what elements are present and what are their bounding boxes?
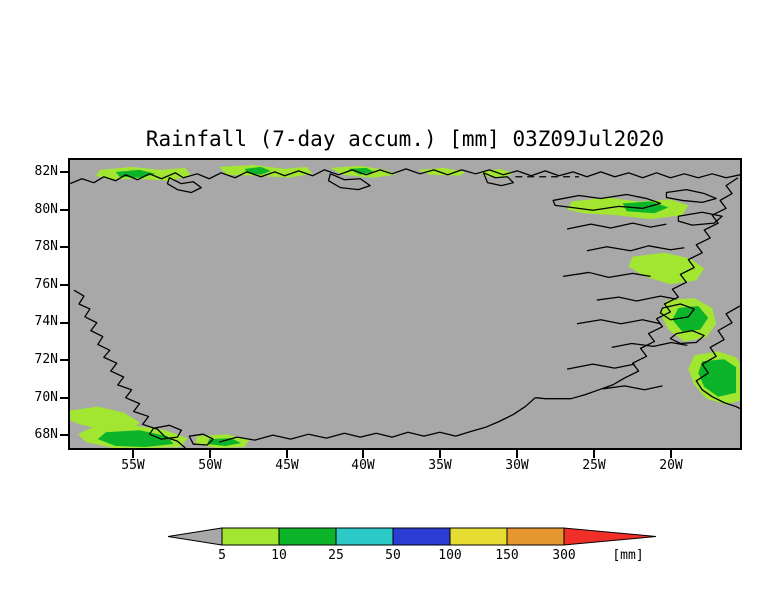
lon-label: 40W: [351, 458, 375, 473]
lat-label: 80N: [34, 202, 58, 217]
coastline-path: [602, 385, 663, 391]
coastline-path: [188, 433, 214, 446]
legend-tick-label: 10: [271, 548, 287, 563]
lon-label: 30W: [505, 458, 529, 473]
lat-label: 78N: [34, 239, 58, 254]
map-plot-area: [68, 158, 742, 450]
coastline-path: [552, 193, 662, 211]
colorbar-segment-1: [221, 527, 280, 546]
rain-patch-medium: [97, 430, 174, 448]
colorbar-arrow-high: [563, 527, 657, 546]
lon-label: 50W: [198, 458, 222, 473]
rain-patch-light: [417, 167, 466, 176]
coastline-path: [695, 305, 740, 410]
coastline-path: [586, 245, 685, 252]
rain-patches: [70, 164, 740, 448]
legend-tick-label: 100: [438, 548, 462, 563]
coastlines: [70, 168, 740, 448]
legend-tick-label: 50: [385, 548, 401, 563]
rain-patch-medium: [207, 438, 241, 447]
lat-tick: [60, 209, 68, 211]
coastline-path: [482, 172, 514, 187]
lon-tick: [516, 450, 518, 458]
lon-tick: [132, 450, 134, 458]
coastline-path: [327, 173, 371, 191]
legend-unit-label: [mm]: [612, 548, 644, 563]
lat-tick: [60, 246, 68, 248]
lat-tick: [60, 284, 68, 286]
lon-tick: [209, 450, 211, 458]
lon-tick: [439, 450, 441, 458]
rain-patch-medium: [698, 359, 737, 397]
legend-tick-label: 300: [552, 548, 576, 563]
colorbar-arrow-low: [167, 527, 223, 546]
lon-tick: [593, 450, 595, 458]
coastline-path: [659, 303, 695, 321]
lat-tick: [60, 359, 68, 361]
coastline-path: [576, 319, 661, 325]
legend-tick-label: 25: [328, 548, 344, 563]
map-plot: [70, 160, 740, 448]
coastline-path: [148, 424, 182, 440]
colorbar-segment-5: [449, 527, 508, 546]
lon-label: 25W: [582, 458, 606, 473]
colorbar-segment-3: [335, 527, 394, 546]
coastline-path: [566, 363, 635, 370]
lat-label: 68N: [34, 427, 58, 442]
coastline-path: [677, 211, 723, 226]
rain-patch-medium: [348, 167, 375, 175]
coastline-path: [596, 295, 677, 302]
coastline-path: [70, 168, 740, 185]
lon-label: 45W: [275, 458, 299, 473]
lon-tick: [362, 450, 364, 458]
lat-tick: [60, 322, 68, 324]
lat-label: 72N: [34, 352, 58, 367]
colorbar: [167, 527, 657, 546]
coastline-path: [73, 289, 186, 448]
lon-tick: [670, 450, 672, 458]
coastline-path: [566, 222, 667, 230]
coastline-path: [562, 271, 651, 279]
coastline-path: [218, 397, 536, 443]
coastline-path: [166, 177, 202, 194]
colorbar-segment-2: [278, 527, 337, 546]
lon-label: 35W: [428, 458, 452, 473]
lat-label: 70N: [34, 390, 58, 405]
coastline-path: [665, 188, 717, 204]
lat-label: 82N: [34, 164, 58, 179]
lat-label: 74N: [34, 314, 58, 329]
lon-label: 55W: [121, 458, 145, 473]
colorbar-segment-6: [506, 527, 565, 546]
lon-tick: [286, 450, 288, 458]
lat-label: 76N: [34, 277, 58, 292]
rain-patch-light: [479, 168, 514, 178]
lat-tick: [60, 171, 68, 173]
colorbar-segment-4: [392, 527, 451, 546]
lat-tick: [60, 397, 68, 399]
coastline-path: [669, 329, 705, 345]
rain-patch-medium: [672, 305, 709, 332]
plot-title: Rainfall (7-day accum.) [mm] 03Z09Jul202…: [145, 127, 665, 151]
coastline-path: [611, 341, 688, 349]
legend-tick-label: 150: [495, 548, 519, 563]
legend-tick-label: 5: [218, 548, 226, 563]
lat-tick: [60, 434, 68, 436]
coastline-path: [535, 177, 739, 400]
lon-label: 20W: [659, 458, 683, 473]
